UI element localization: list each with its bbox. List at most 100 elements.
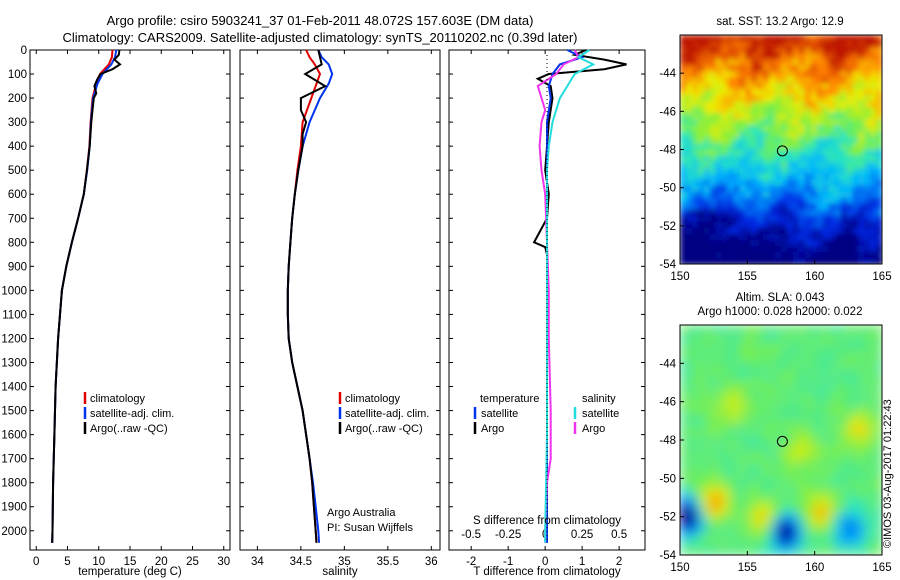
difference-series [532,49,627,543]
sla-heatmap [680,325,882,555]
y-tick-label: 100 [8,69,27,81]
y-tick-label: -48 [659,435,676,447]
x-tick-label: 155 [738,562,757,574]
legend-header-salinity: salinity [582,393,616,405]
y-tick-label: 900 [8,261,27,273]
legend-label: Argo [582,423,605,435]
y-tick-label: 1000 [1,285,27,297]
legend-label: satellite-adj. clim. [345,408,429,420]
x-tick-label: 0 [542,556,548,568]
y-tick-label: 700 [8,213,27,225]
x-tick-label-salinity: 0.5 [611,529,627,541]
y-tick-label: 1600 [1,430,27,442]
y-tick-label: 1900 [1,502,27,514]
y-tick-label: 0 [21,45,27,57]
series-line-argo [536,49,580,543]
temperature-ticks: 0 5 10 15 20 25 300100200300400500600700800900… [1,45,230,568]
sla-map-title: Altim. SLA: 0.043 [736,292,825,304]
difference-legend: temperature salinity satellite Argo sate… [473,393,619,435]
y-tick-label: -52 [659,512,676,524]
difference-axes [448,49,646,551]
y-tick-label: -46 [659,397,676,409]
x-tick-label: 5 [64,556,70,568]
credit-group: Argo Australia [327,507,396,519]
sst-map-title: sat. SST: 13.2 Argo: 12.9 [716,16,843,28]
figure-title-line1: Argo profile: csiro 5903241_37 01-Feb-20… [107,13,534,28]
sla-map-ticks: 150 155 160 165 -44 -46 -48 -50 -52 -54 [659,358,891,574]
x-tick-label: 160 [805,562,824,574]
sst-map-ticks: 150 155 160 165 -44 -46 -48 -50 -52 -54 [659,68,891,283]
y-tick-label: 2000 [1,526,27,538]
x-tick-label: 150 [670,271,689,283]
y-tick-label: 1100 [2,309,27,321]
y-tick-label: 1500 [1,406,27,418]
x-tick-label: 165 [872,271,891,283]
legend-label: Argo [481,423,504,435]
series-line-argo---raw--qc- [51,49,122,543]
legend-label: Argo(..raw -QC) [90,423,168,435]
x-tick-label-salinity: -0.25 [495,529,521,541]
y-tick-label: -44 [659,68,676,80]
y-tick-label: -48 [659,145,676,157]
x-tick-label: -1 [503,556,513,568]
x-tick-label-salinity: 0.25 [571,529,593,541]
x-tick-label: 35.5 [377,556,399,568]
x-tick-label: 160 [805,271,824,283]
y-tick-label: 300 [8,117,27,129]
temperature-axes [29,49,231,551]
legend-label: Argo(..raw -QC) [345,423,423,435]
x-tick-label: 25 [186,556,199,568]
x-tick-label: -2 [466,556,476,568]
x-tick-label: 150 [670,562,689,574]
y-tick-label: 200 [8,93,27,105]
temperature-xlabel: temperature (deg C) [78,566,182,578]
y-tick-label: -46 [659,106,676,118]
x-tick-label: 34.5 [290,556,312,568]
y-tick-label: -52 [659,221,676,233]
sla-map-subtitle: Argo h1000: 0.028 h2000: 0.022 [698,306,863,318]
legend-label: climatology [345,393,401,405]
x-tick-label: 2 [616,556,622,568]
y-tick-label: 600 [8,189,27,201]
legend-label: satellite [582,408,619,420]
timestamp-stamp: ©IMOS 03-Aug-2017 01:22:43 [882,399,894,548]
salinity-axes [239,49,441,551]
argo-location-marker [776,435,788,447]
x-tick-label: 20 [155,556,168,568]
y-tick-label: 1400 [1,382,27,394]
y-tick-label: -54 [659,259,676,271]
temperature-series [51,49,122,543]
legend-label: satellite [481,408,518,420]
y-tick-label: -50 [659,183,676,195]
difference-xlabel: T difference from climatology [473,566,620,578]
salinity-series [286,49,334,543]
credit-pi: PI: Susan Wijffels [327,522,413,534]
legend-header-temperature: temperature [480,393,539,405]
series-line-climatology [286,49,322,543]
x-tick-label: 0 [33,556,39,568]
x-tick-label: 165 [872,562,891,574]
legend-label: satellite-adj. clim. [90,408,174,420]
difference-ticks: -2 -1 0 1 2-0.5 -0.25 0 0.25 0.5 [449,49,645,568]
y-tick-label: -54 [659,550,676,562]
y-tick-label: 1800 [1,478,27,490]
x-tick-label: 155 [738,271,757,283]
series-line-satellite [544,49,596,543]
x-tick-label: 30 [217,556,230,568]
salinity-xlabel: salinity [322,566,357,578]
y-tick-label: 400 [8,141,27,153]
y-tick-label: 800 [8,237,27,249]
x-tick-label: 15 [124,556,137,568]
y-tick-label: 1300 [1,358,27,370]
x-tick-label-salinity: -0.5 [461,529,481,541]
y-tick-label: 500 [8,165,27,177]
salinity-legend: climatology satellite-adj. clim. Argo(..… [338,392,429,435]
y-tick-label: -50 [659,473,676,485]
x-tick-label: 36 [425,556,438,568]
figure-title-line2: Climatology: CARS2009. Satellite-adjuste… [63,30,578,45]
y-tick-label: 1200 [1,333,27,345]
sst-heatmap [680,35,882,264]
y-tick-label: -44 [659,358,676,370]
difference-xlabel-top: S difference from climatology [473,515,621,527]
